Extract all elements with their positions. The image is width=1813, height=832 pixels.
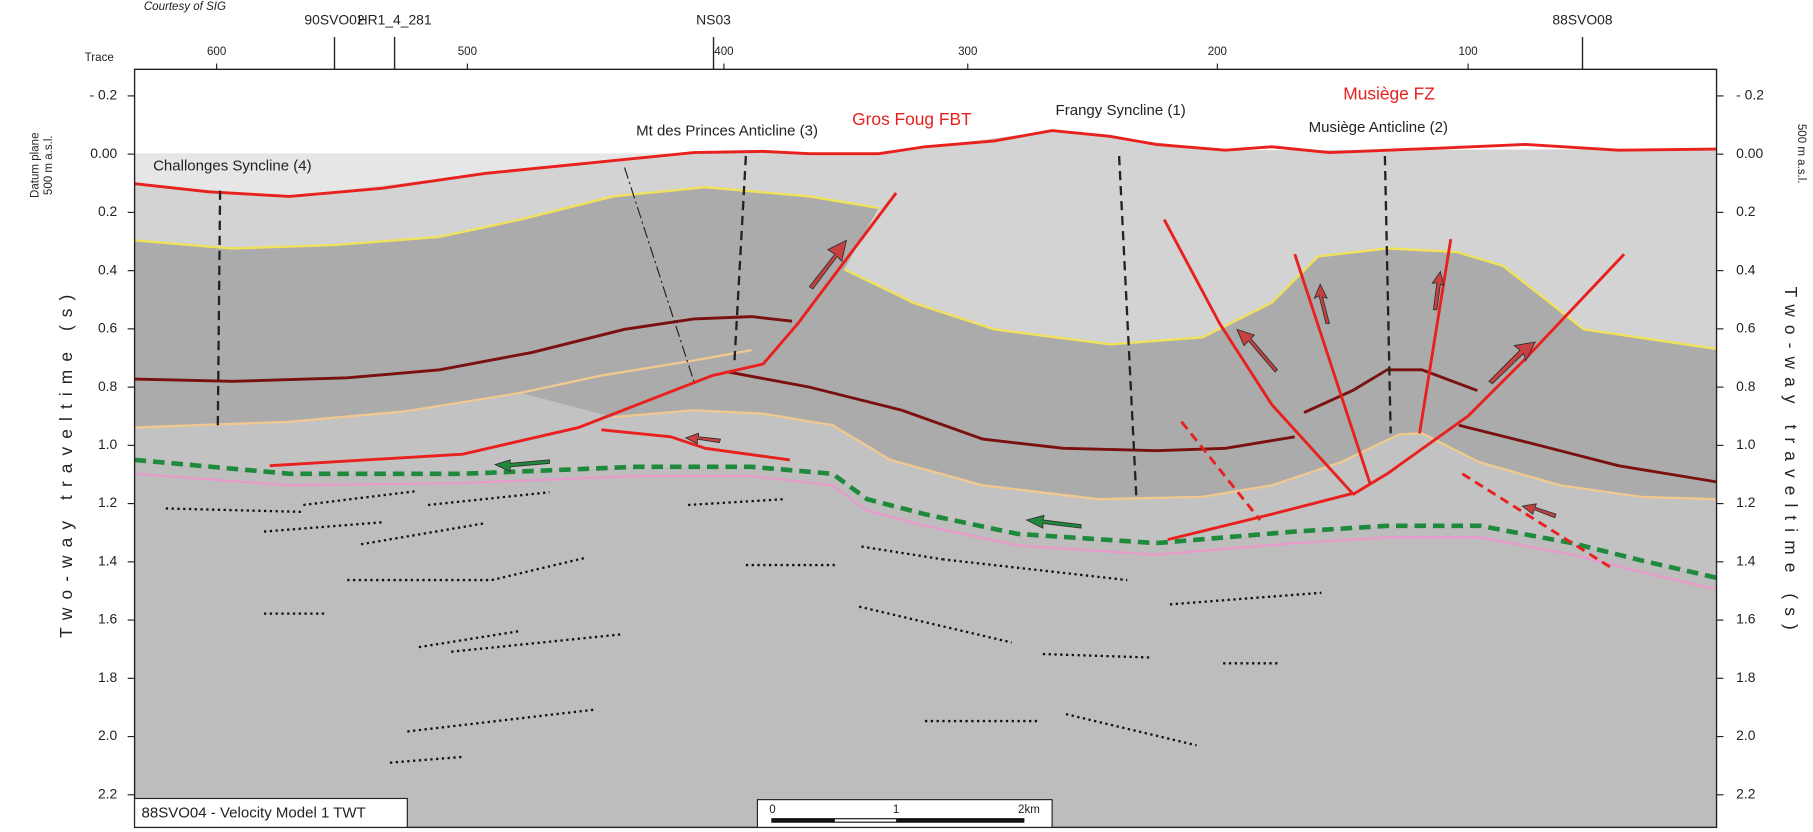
fault-label: Musiège FZ xyxy=(1343,83,1435,103)
trace-tick-label: 200 xyxy=(1208,46,1227,58)
trace-tick-label: 100 xyxy=(1458,46,1477,58)
y-tick-label-right: - 0.2 xyxy=(1736,87,1764,103)
trace-tick-label: 300 xyxy=(958,46,977,58)
datum-label-right: 500 m a.s.l. xyxy=(1795,124,1807,184)
scale-bar: 0 1 2km xyxy=(756,799,1053,828)
y-tick-label-right: 0.2 xyxy=(1736,203,1756,219)
annotation: Mt des Princes Anticline (3) xyxy=(636,123,818,140)
trace-label: Trace xyxy=(85,52,114,64)
y-tick-label: 0.4 xyxy=(98,261,118,277)
y-tick-label-right: 1.2 xyxy=(1736,494,1756,510)
courtesy: Courtesy of SIG xyxy=(144,1,226,13)
y-tick-label: - 0.2 xyxy=(90,87,118,103)
scale-label: 1 xyxy=(893,804,899,816)
y-tick-label-right: 1.0 xyxy=(1736,436,1756,452)
trace-tick-label: 500 xyxy=(458,46,477,58)
scale-label: 2km xyxy=(1018,804,1040,816)
y-tick-label-right: 0.00 xyxy=(1736,145,1763,161)
annotation: Challonges Syncline (4) xyxy=(153,157,312,174)
y-tick-label-right: 1.4 xyxy=(1736,552,1756,568)
annotation: Frangy Syncline (1) xyxy=(1056,102,1186,119)
well-label: 88SVO08 xyxy=(1552,11,1612,27)
annotation: Musiège Anticline (2) xyxy=(1309,119,1448,136)
y-tick-label: 0.8 xyxy=(98,378,118,394)
y-tick-label: 0.2 xyxy=(98,203,118,219)
y-tick-label: 1.0 xyxy=(98,436,118,452)
well-label: 90SVO02 xyxy=(304,11,364,27)
y-tick-label: 2.2 xyxy=(98,785,118,801)
y-tick-label: 1.2 xyxy=(98,494,118,510)
slip-arrows xyxy=(493,239,1557,529)
y-tick-label: 1.8 xyxy=(98,669,118,685)
y-tick-label: 1.6 xyxy=(98,611,118,627)
y-tick-label-right: 0.4 xyxy=(1736,261,1756,277)
section-layers xyxy=(134,69,1717,828)
y-axis-title: Two-way traveltime (s) xyxy=(56,287,76,638)
y-tick-label: 1.4 xyxy=(98,552,118,568)
horizons xyxy=(134,129,1717,591)
faults xyxy=(269,192,1626,570)
y-tick-label-right: 1.6 xyxy=(1736,611,1756,627)
y-tick-label: 0.00 xyxy=(90,145,117,161)
y-tick-label: 2.0 xyxy=(98,727,118,743)
datum-label: Datum plane xyxy=(29,133,41,198)
trace-tick-label: 600 xyxy=(207,46,226,58)
y-tick-label-right: 2.2 xyxy=(1736,785,1756,801)
fault-label: Gros Foug FBT xyxy=(852,109,972,129)
y-tick-label: 0.6 xyxy=(98,320,118,336)
well-label: HR1_4_281 xyxy=(358,11,432,27)
scale-label: 0 xyxy=(769,804,775,816)
y-axis-title-right: Two-way traveltime (s) xyxy=(1781,287,1801,638)
trace-tick-label: 400 xyxy=(714,46,733,58)
fold-axes xyxy=(216,155,1392,500)
y-tick-label-right: 0.6 xyxy=(1736,320,1756,336)
y-tick-label-right: 0.8 xyxy=(1736,378,1756,394)
panel-label-box xyxy=(134,797,408,828)
panel-label: 88SVO04 - Velocity Model 1 TWT xyxy=(142,804,366,821)
reflectors xyxy=(165,489,1322,764)
y-tick-label-right: 2.0 xyxy=(1736,727,1756,743)
well-label: NS03 xyxy=(696,11,731,27)
y-tick-label-right: 1.8 xyxy=(1736,669,1756,685)
datum-label: 500 m a.s.l. xyxy=(43,135,55,195)
